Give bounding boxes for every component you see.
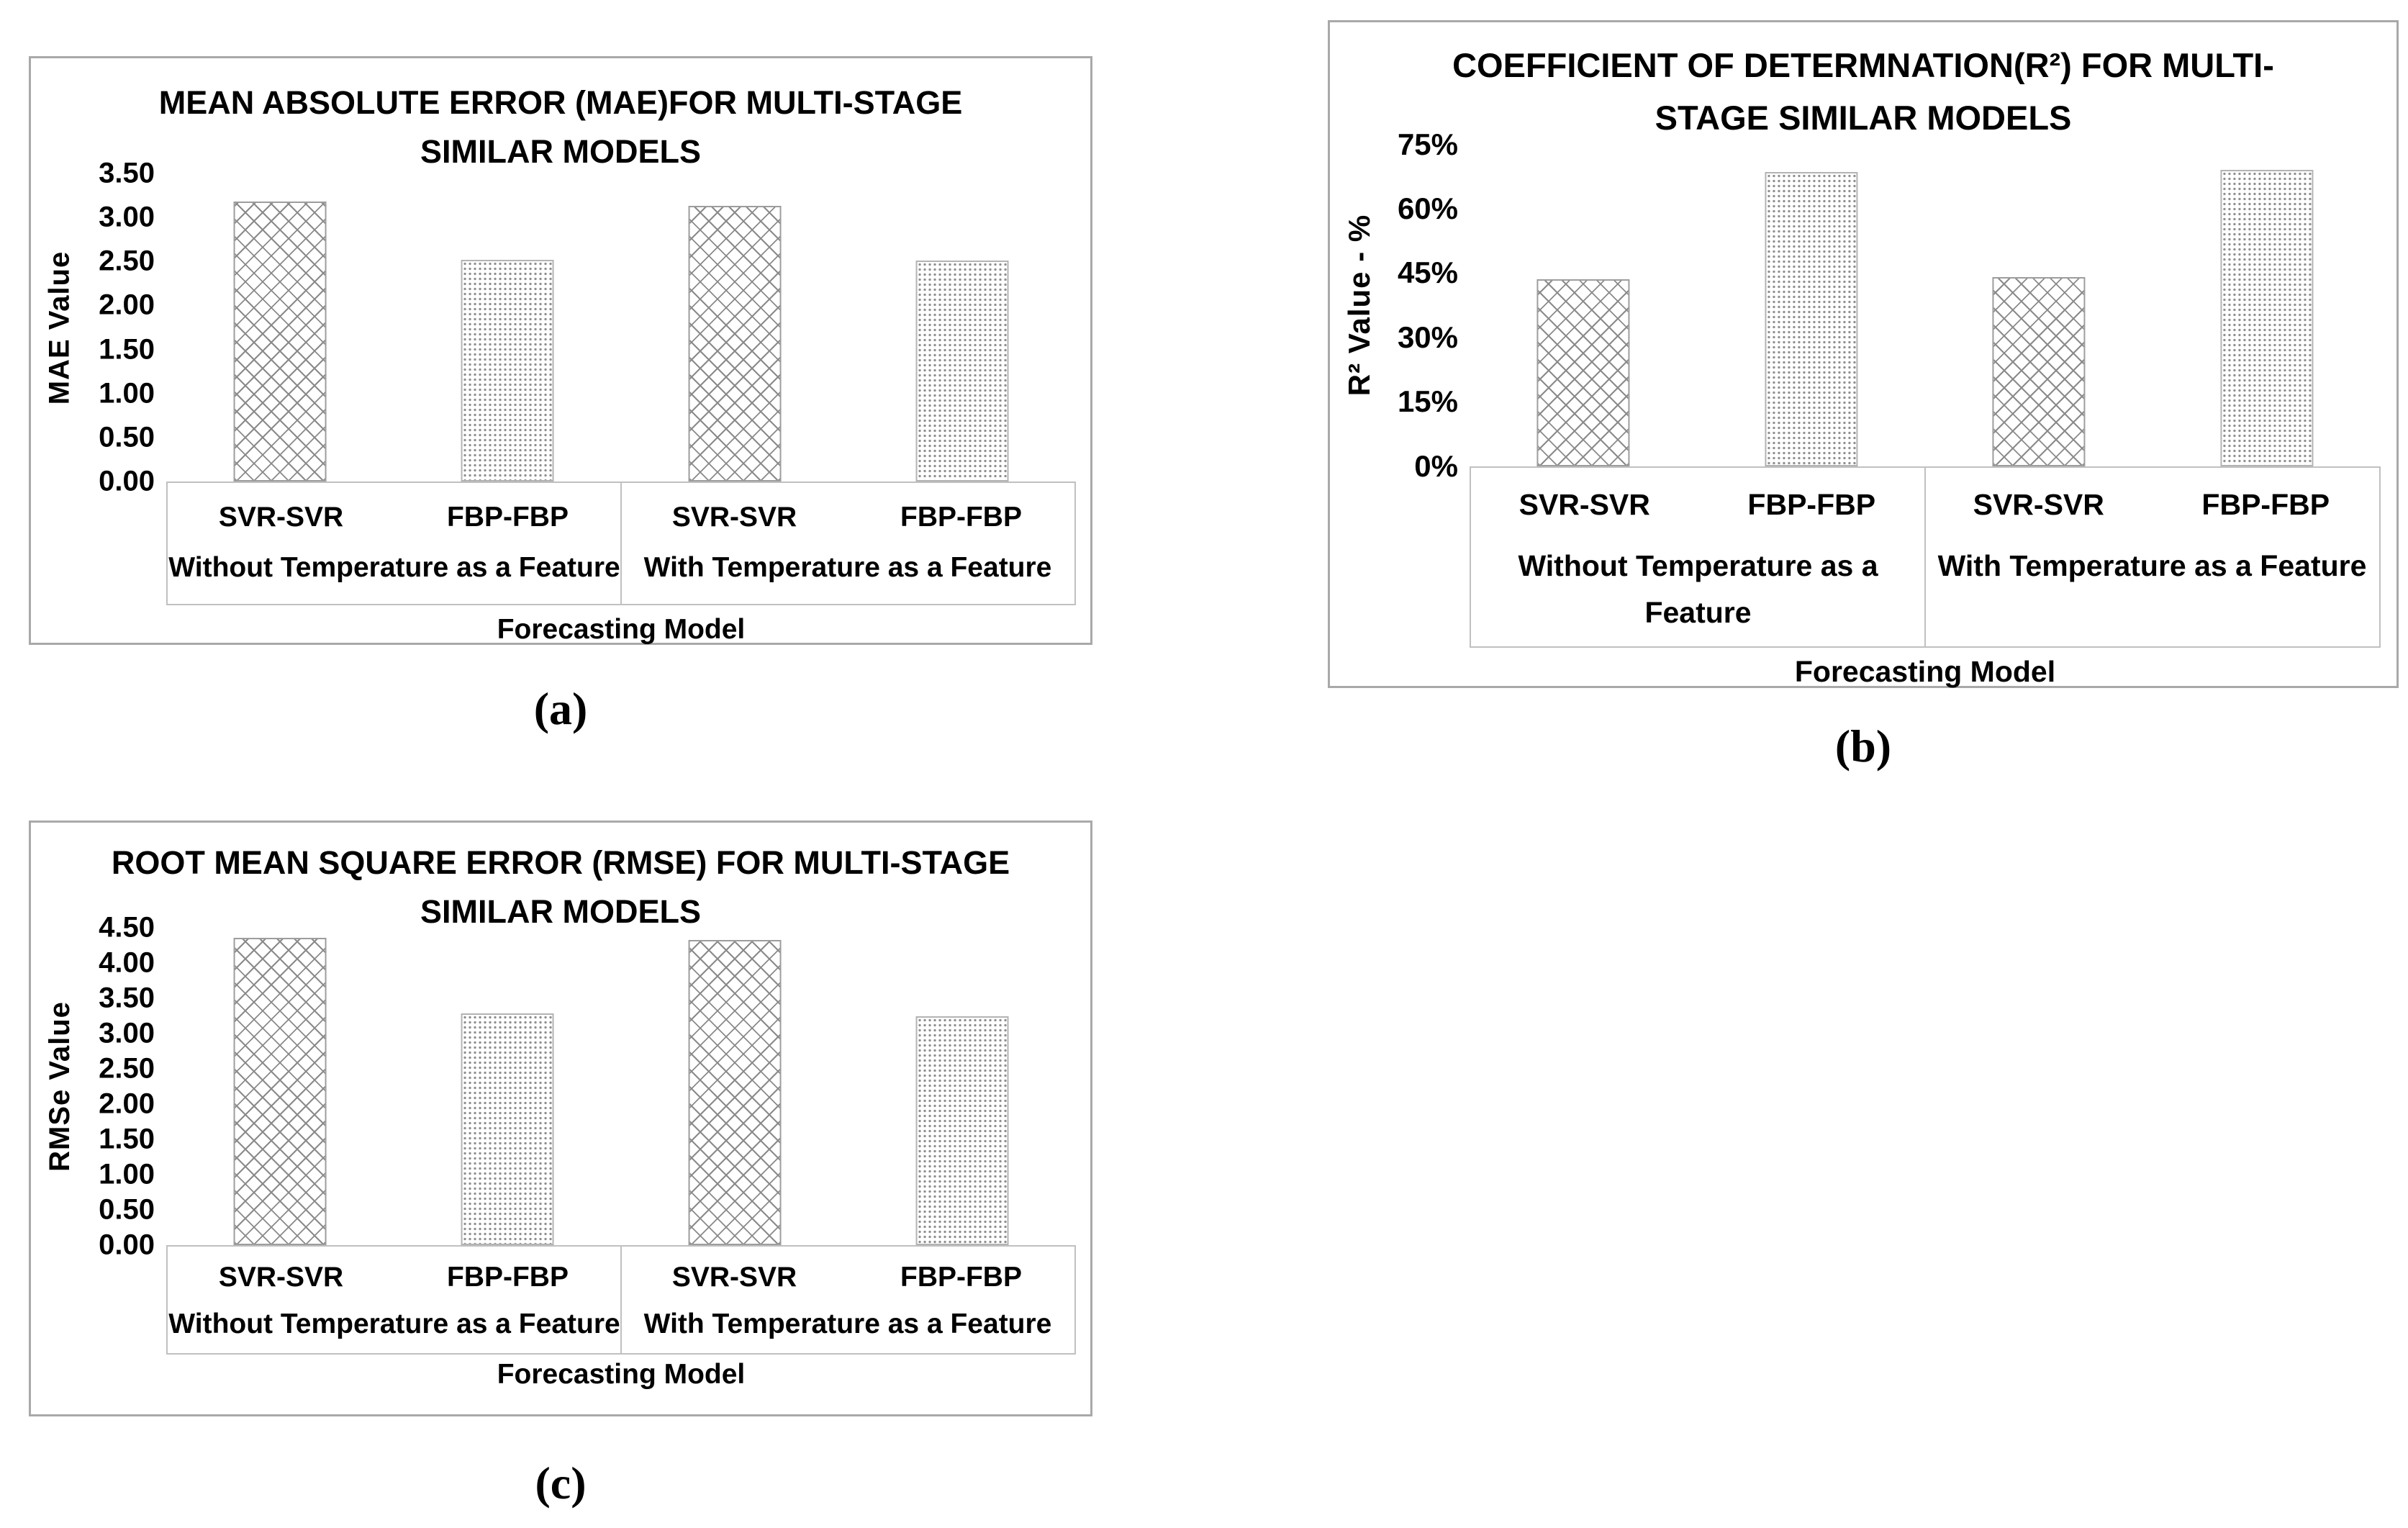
bar-fbp-fbp-with-temperature [915,1016,1009,1245]
y-axis-tick-column: 75% 60% 45% 30% 15% 0% [1389,127,1470,483]
group-label: With Temperature as a Feature [643,552,1052,583]
y-axis-tick-label: 4.00 [99,946,155,979]
category-label: SVR-SVR [218,1262,344,1293]
category-axis-box: SVR-SVR FBP-FBP SVR-SVR FBP-FBP Without Tem… [1470,466,2381,648]
bar-svr-svr-without-temperature [233,202,327,482]
category-label: SVR-SVR [218,502,344,533]
y-axis-title: RMSe Value [43,1001,76,1172]
group-label-row: Without Temperature as a Feature With Tem… [168,552,1074,584]
category-label: SVR-SVR [1973,488,2104,522]
category-axis-box: SVR-SVR FBP-FBP SVR-SVR FBP-FBP Without Tem… [166,1245,1076,1355]
plot-area [1470,145,2381,466]
y-axis-tick-column: 3.50 3.00 2.50 2.00 1.50 1.00 0.50 0.00 [89,158,166,497]
group-label-row: Without Temperature as a Feature With Tem… [1471,543,2379,637]
y-axis-tick-label: 45% [1397,256,1458,290]
y-axis-tick-label: 1.50 [99,333,155,366]
y-axis-tick-label: 2.00 [99,1088,155,1120]
figure-label-c: (c) [535,1457,587,1509]
y-axis-tick-label: 0.00 [99,465,155,497]
group-divider-line [620,483,622,604]
bar-svr-svr-with-temperature [688,939,782,1245]
x-axis-title: Forecasting Model [1794,654,2056,688]
group-label-row: Without Temperature as a Feature With Tem… [168,1308,1074,1340]
y-axis-title-area: MAE Value [31,173,89,482]
y-axis-title-area: R² Value - % [1330,145,1389,466]
chart-body: R² Value - % 75% 60% 45% 30% 15% 0% SVR-SVR FB… [1330,127,2396,689]
plot-column: SVR-SVR FBP-FBP SVR-SVR FBP-FBP Without Tem… [166,173,1076,646]
chart-panel-mae: MEAN ABSOLUTE ERROR (MAE)FOR MULTI-STAGE… [29,56,1092,645]
y-axis-tick-label: 1.50 [99,1123,155,1155]
y-axis-tick-label: 2.50 [99,245,155,277]
plot-column: SVR-SVR FBP-FBP SVR-SVR FBP-FBP Without Tem… [166,928,1076,1414]
y-axis-tick-label: 60% [1397,191,1458,226]
category-axis-box: SVR-SVR FBP-FBP SVR-SVR FBP-FBP Without Tem… [166,482,1076,605]
bar-fbp-fbp-without-temperature [1765,172,1858,466]
y-axis-tick-label: 15% [1397,384,1458,419]
category-label-row: SVR-SVR FBP-FBP SVR-SVR FBP-FBP [168,1247,1074,1308]
category-label: SVR-SVR [1518,488,1650,522]
category-label: FBP-FBP [900,1262,1022,1293]
plot-area [166,173,1076,482]
group-label: With Temperature as a Feature [643,1308,1052,1339]
category-label: FBP-FBP [1747,488,1876,522]
chart-title-mae: MEAN ABSOLUTE ERROR (MAE)FOR MULTI-STAGE… [158,84,963,170]
group-divider-line [1924,467,1926,646]
y-axis-tick-label: 3.00 [99,201,155,233]
x-axis-title: Forecasting Model [497,614,746,645]
chart-panel-rmse: ROOT MEAN SQUARE ERROR (RMSE) FOR MULTI-… [29,820,1092,1416]
y-axis-tick-label: 3.00 [99,1017,155,1049]
group-label: With Temperature as a Feature [1937,548,2367,582]
bar-fbp-fbp-without-temperature [461,1013,554,1245]
y-axis-tick-label: 0% [1414,448,1458,483]
category-label: FBP-FBP [447,1262,569,1293]
bar-fbp-fbp-without-temperature [461,259,554,482]
category-label: FBP-FBP [900,502,1022,533]
group-label: Without Temperature as a Feature [168,1308,620,1339]
category-label: FBP-FBP [447,502,569,533]
bar-fbp-fbp-with-temperature [2220,170,2314,466]
bar-svr-svr-with-temperature [688,206,782,482]
y-axis-tick-label: 1.00 [99,1158,155,1190]
y-axis-tick-label: 0.50 [99,421,155,453]
y-axis-tick-label: 75% [1397,127,1458,161]
plot-column: SVR-SVR FBP-FBP SVR-SVR FBP-FBP Without Tem… [1470,145,2381,689]
y-axis-title: R² Value - % [1342,214,1376,397]
group-divider-line [620,1247,622,1353]
category-label: SVR-SVR [671,1262,797,1293]
y-axis-tick-label: 4.50 [99,911,155,944]
bar-fbp-fbp-with-temperature [915,261,1009,482]
bar-svr-svr-without-temperature [1536,279,1630,466]
y-axis-tick-label: 30% [1397,320,1458,354]
chart-body: MAE Value 3.50 3.00 2.50 2.00 1.50 1.00 0.50 0.… [31,158,1090,646]
y-axis-title: MAE Value [43,250,76,404]
y-axis-title-area: RMSe Value [31,928,89,1245]
chart-body: RMSe Value 4.50 4.00 3.50 3.00 2.50 2.00 1.50 1… [31,912,1090,1414]
chart-title-r-squared: COEFFICIENT OF DETERMNATION(R²) FOR MULT… [1452,46,2274,137]
y-axis-tick-label: 1.00 [99,377,155,410]
y-axis-tick-column: 4.50 4.00 3.50 3.00 2.50 2.00 1.50 1.00 0.50 0.00 [89,912,166,1261]
y-axis-tick-label: 3.50 [99,157,155,189]
category-label-row: SVR-SVR FBP-FBP SVR-SVR FBP-FBP [1471,468,2379,543]
plot-area [166,928,1076,1245]
chart-panel-r-squared: COEFFICIENT OF DETERMNATION(R²) FOR MULT… [1328,20,2399,688]
y-axis-tick-label: 3.50 [99,982,155,1014]
group-label: Without Temperature as a Feature [1518,548,1878,630]
chart-title-rmse: ROOT MEAN SQUARE ERROR (RMSE) FOR MULTI-… [111,844,1010,930]
bar-svr-svr-without-temperature [233,937,327,1245]
y-axis-tick-label: 2.00 [99,289,155,321]
figure-label-a: (a) [533,683,588,734]
figure-label-b: (b) [1834,720,1892,772]
category-label: SVR-SVR [671,502,797,533]
y-axis-tick-label: 0.50 [99,1193,155,1226]
group-label: Without Temperature as a Feature [168,552,620,583]
y-axis-tick-label: 0.00 [99,1229,155,1261]
x-axis-title: Forecasting Model [497,1359,746,1390]
bar-svr-svr-with-temperature [1992,277,2086,466]
category-label-row: SVR-SVR FBP-FBP SVR-SVR FBP-FBP [168,483,1074,552]
y-axis-tick-label: 2.50 [99,1052,155,1085]
category-label: FBP-FBP [2201,488,2330,522]
